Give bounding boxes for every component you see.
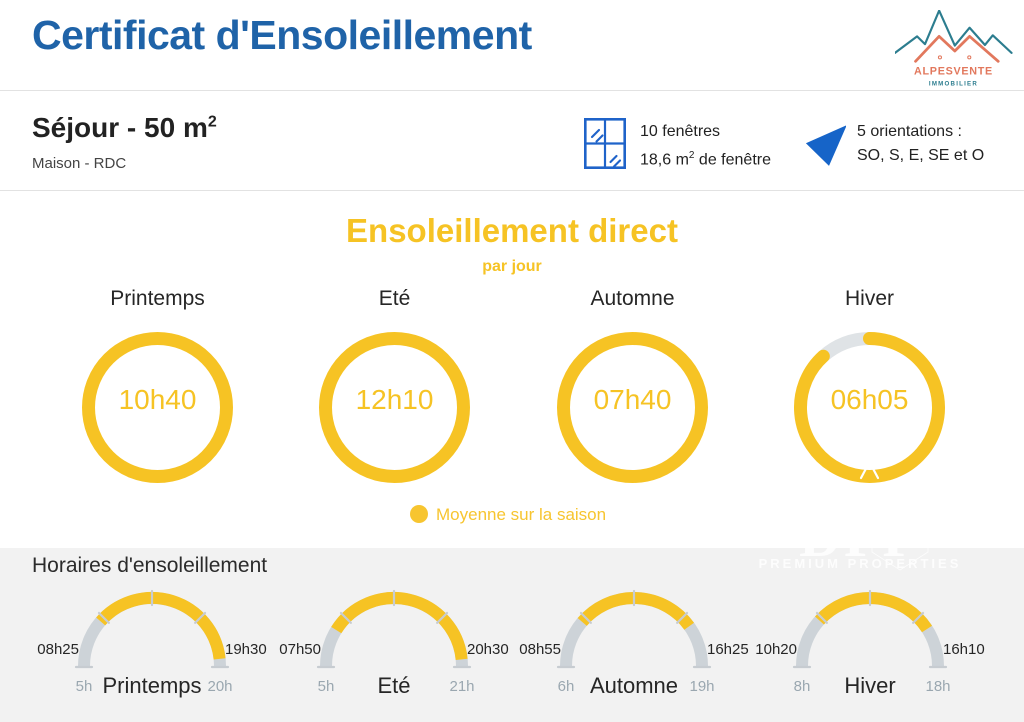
svg-text:10h20: 10h20 bbox=[755, 641, 797, 658]
svg-text:8h: 8h bbox=[794, 678, 811, 695]
svg-text:ALPESVENTE: ALPESVENTE bbox=[914, 66, 993, 78]
svg-text:Eté: Eté bbox=[377, 673, 410, 698]
svg-text:IMMOBILIER: IMMOBILIER bbox=[929, 80, 978, 87]
svg-text:21h: 21h bbox=[449, 678, 474, 695]
svg-text:20h: 20h bbox=[207, 678, 232, 695]
svg-text:19h: 19h bbox=[689, 678, 714, 695]
svg-text:16h10: 16h10 bbox=[943, 641, 985, 658]
svg-text:08h55: 08h55 bbox=[519, 641, 561, 658]
svg-text:5h: 5h bbox=[318, 678, 335, 695]
svg-text:08h25: 08h25 bbox=[37, 641, 79, 658]
svg-text:Printemps: Printemps bbox=[102, 673, 201, 698]
svg-text:18h: 18h bbox=[925, 678, 950, 695]
svg-text:Automne: Automne bbox=[590, 673, 678, 698]
svg-text:6h: 6h bbox=[558, 678, 575, 695]
svg-text:07h50: 07h50 bbox=[279, 641, 321, 658]
svg-text:16h25: 16h25 bbox=[707, 641, 749, 658]
svg-text:Hiver: Hiver bbox=[844, 673, 895, 698]
svg-text:19h30: 19h30 bbox=[225, 641, 267, 658]
svg-text:20h30: 20h30 bbox=[467, 641, 509, 658]
svg-text:5h: 5h bbox=[76, 678, 93, 695]
